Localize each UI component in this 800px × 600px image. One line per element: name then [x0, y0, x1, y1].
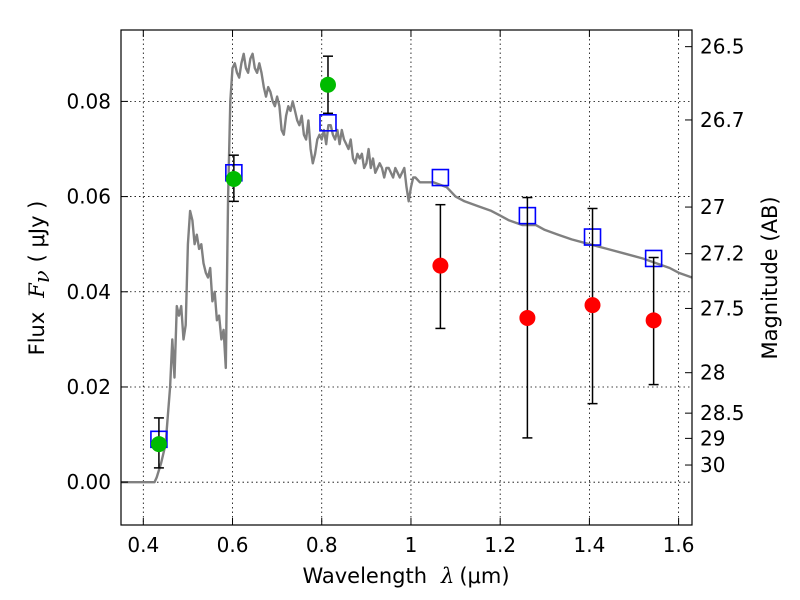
right-axis-label: Magnitude (AB)	[758, 196, 782, 359]
x-tick-label: 0.6	[217, 533, 249, 557]
detection-point	[225, 170, 242, 187]
right-tick-label: 26.5	[700, 35, 745, 59]
y-tick-label: 0.00	[66, 470, 111, 494]
x-tick-label: 1	[405, 533, 418, 557]
right-tick-label: 27	[700, 195, 725, 219]
detection-point	[150, 436, 167, 453]
grid	[121, 30, 692, 525]
flux-point	[645, 312, 662, 329]
flux-point	[584, 297, 601, 314]
right-tick-label: 27.5	[700, 296, 745, 320]
right-tick-label: 28.5	[700, 401, 745, 425]
x-tick-label: 1.6	[663, 533, 695, 557]
x-tick-label: 1.2	[484, 533, 516, 557]
detection-point	[319, 76, 336, 93]
x-tick-label: 1.4	[573, 533, 605, 557]
model-point-square	[319, 114, 337, 132]
plot-frame	[120, 29, 693, 526]
flux-point	[432, 257, 449, 274]
model-spectrum-line	[121, 52, 692, 484]
flux-point	[519, 309, 536, 326]
model-point-square	[431, 168, 450, 187]
y-tick-label: 0.04	[66, 280, 111, 304]
y-tick-label: 0.02	[66, 375, 111, 399]
y-tick-label: 0.06	[66, 185, 111, 209]
y-axis-label: FluxFν( μJy )	[25, 201, 54, 356]
y-tick-label: 0.08	[66, 89, 111, 113]
right-tick-label: 30	[700, 453, 725, 477]
right-tick-label: 26.7	[700, 108, 745, 132]
right-tick-label: 27.2	[700, 242, 745, 266]
x-tick-label: 0.8	[306, 533, 338, 557]
right-tick-label: 29	[700, 426, 725, 450]
x-axis-label: Wavelength λ (μm)	[302, 564, 509, 588]
right-tick-label: 28	[700, 361, 725, 385]
axis-ticks: 0.4 0.6 0.8 1 1.2 1.4 1.6 0.00 0.02 0.04 0.06 0.08 2…	[66, 30, 745, 557]
plot-area	[121, 52, 692, 484]
x-tick-label: 0.4	[127, 533, 159, 557]
